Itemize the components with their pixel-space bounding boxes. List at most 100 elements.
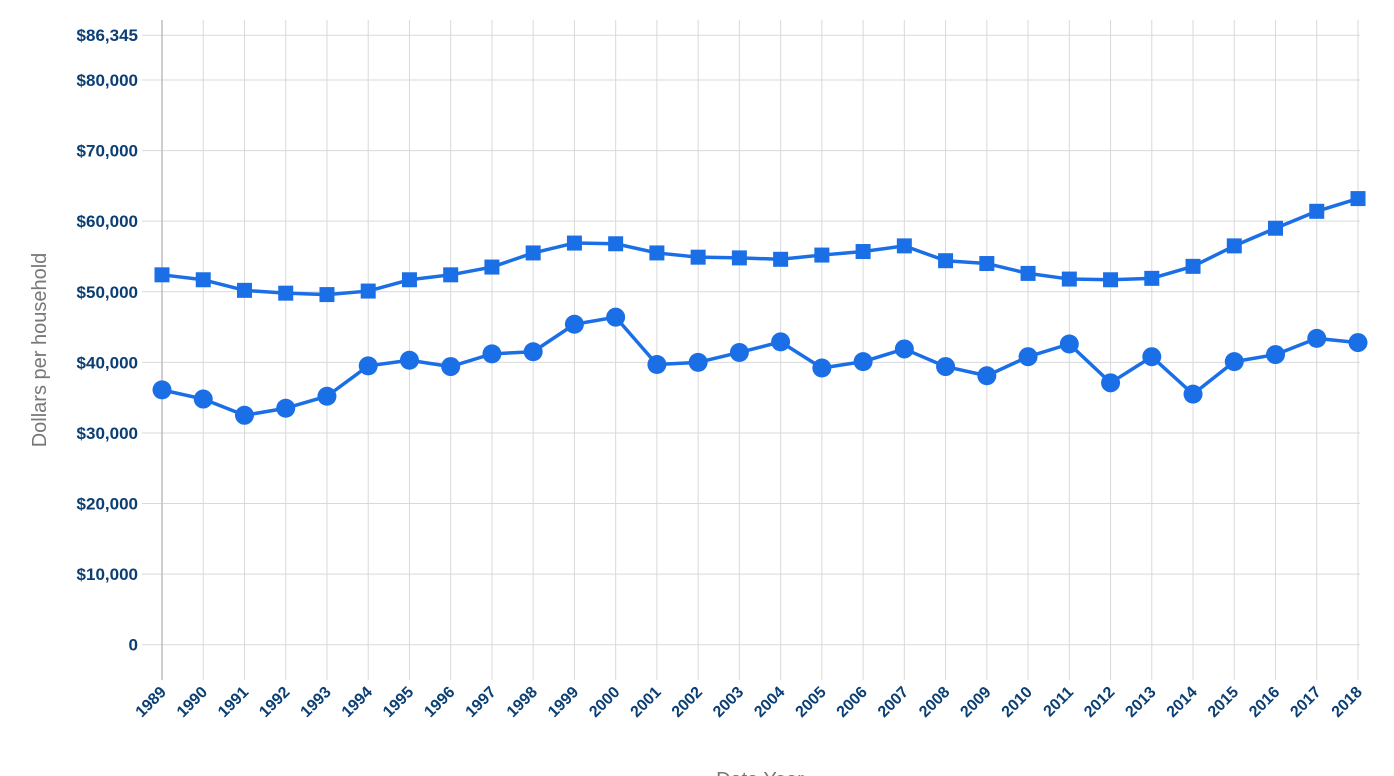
data-point-square[interactable] (443, 267, 459, 283)
data-point-circle[interactable] (564, 314, 584, 334)
x-tick-label: 2008 (916, 684, 953, 721)
data-point-circle[interactable] (1307, 328, 1327, 348)
y-tick-label: $30,000 (77, 424, 138, 443)
x-tick-label: 2000 (586, 684, 623, 721)
x-tick-label: 1995 (380, 684, 417, 721)
x-tick-label: 2014 (1164, 684, 1201, 721)
data-point-circle[interactable] (1348, 333, 1368, 353)
data-point-circle[interactable] (152, 380, 172, 400)
data-point-circle[interactable] (193, 389, 213, 409)
data-point-square[interactable] (855, 244, 871, 260)
data-point-square[interactable] (690, 249, 706, 265)
x-tick-label: 1991 (215, 684, 252, 721)
data-point-square[interactable] (236, 282, 252, 298)
x-tick-label: 2018 (1329, 684, 1366, 721)
x-tick-label: 2009 (957, 684, 994, 721)
x-tick-label: 2003 (710, 684, 747, 721)
data-point-circle[interactable] (812, 358, 832, 378)
data-point-circle[interactable] (771, 332, 791, 352)
data-point-circle[interactable] (276, 398, 296, 418)
x-tick-label: 2013 (1122, 684, 1159, 721)
data-point-square[interactable] (608, 236, 624, 252)
data-point-square[interactable] (979, 256, 995, 272)
axes: $86,345 $80,000 $70,000 $60,000 $50,000 $40,0… (77, 20, 1366, 721)
y-tick-label: $86,345 (77, 26, 138, 45)
x-tick-label: 2007 (875, 684, 912, 721)
data-point-circle[interactable] (936, 357, 956, 377)
y-tick-label: $80,000 (77, 71, 138, 90)
data-point-square[interactable] (484, 259, 500, 275)
data-point-circle[interactable] (647, 354, 667, 374)
series (152, 191, 1368, 425)
data-point-circle[interactable] (1101, 373, 1121, 393)
data-point-square[interactable] (278, 285, 294, 301)
data-point-circle[interactable] (729, 342, 749, 362)
x-tick-label: 2005 (793, 684, 830, 721)
data-point-circle[interactable] (482, 344, 502, 364)
data-point-circle[interactable] (523, 342, 543, 362)
data-point-circle[interactable] (688, 352, 708, 372)
data-point-circle[interactable] (399, 350, 419, 370)
data-point-circle[interactable] (317, 386, 337, 406)
y-tick-label: $20,000 (77, 495, 138, 514)
data-point-square[interactable] (154, 267, 170, 283)
data-point-square[interactable] (1061, 271, 1077, 287)
x-tick-label: 1989 (133, 684, 170, 721)
data-point-circle[interactable] (1266, 345, 1286, 365)
data-point-circle[interactable] (358, 356, 378, 376)
x-tick-label: 2004 (751, 684, 788, 721)
x-tick-label: 2011 (1041, 684, 1078, 721)
data-point-circle[interactable] (1224, 352, 1244, 372)
data-point-square[interactable] (1103, 272, 1119, 288)
data-point-square[interactable] (319, 287, 335, 303)
data-point-circle[interactable] (853, 352, 873, 372)
data-point-circle[interactable] (894, 339, 914, 359)
data-point-square[interactable] (1350, 191, 1366, 207)
data-point-circle[interactable] (234, 405, 254, 425)
x-tick-label: 2002 (669, 684, 706, 721)
data-point-circle[interactable] (1183, 384, 1203, 404)
series-line-2 (161, 315, 1359, 418)
data-point-square[interactable] (1268, 220, 1284, 236)
data-point-square[interactable] (1144, 270, 1160, 286)
data-point-circle[interactable] (441, 357, 461, 377)
axis-labels: Dollars per household Data Year (29, 253, 804, 776)
data-point-square[interactable] (773, 251, 789, 267)
x-tick-label: 1994 (339, 684, 376, 721)
data-point-square[interactable] (1020, 265, 1036, 281)
y-tick-label: $70,000 (77, 142, 138, 161)
x-tick-label: 1998 (504, 684, 541, 721)
data-point-square[interactable] (938, 253, 954, 269)
data-point-square[interactable] (360, 283, 376, 299)
data-point-circle[interactable] (977, 366, 997, 386)
y-tick-label: $50,000 (77, 283, 138, 302)
data-point-square[interactable] (1309, 203, 1325, 219)
x-tick-label: 1996 (421, 684, 458, 721)
x-tick-label: 1997 (463, 684, 500, 721)
data-point-square[interactable] (649, 245, 665, 261)
data-point-square[interactable] (731, 250, 747, 266)
data-point-circle[interactable] (1142, 347, 1162, 367)
x-tick-label: 2015 (1205, 684, 1242, 721)
data-point-square[interactable] (1185, 258, 1201, 274)
data-point-circle[interactable] (1059, 334, 1079, 354)
data-point-square[interactable] (814, 247, 830, 263)
data-point-square[interactable] (195, 272, 211, 288)
data-point-square[interactable] (566, 235, 582, 251)
data-point-square[interactable] (525, 245, 541, 261)
data-point-circle[interactable] (1018, 347, 1038, 367)
y-tick-label: $60,000 (77, 212, 138, 231)
x-tick-label: 2017 (1287, 684, 1324, 721)
x-tick-label: 1993 (298, 684, 335, 721)
x-tick-label: 2016 (1246, 684, 1283, 721)
data-point-circle[interactable] (606, 307, 626, 327)
data-point-square[interactable] (1226, 238, 1242, 254)
data-point-square[interactable] (401, 272, 417, 288)
x-tick-label: 1999 (545, 684, 582, 721)
y-tick-label: $10,000 (77, 565, 138, 584)
x-axis-title: Data Year (716, 769, 804, 776)
data-point-square[interactable] (896, 238, 912, 254)
y-axis-title: Dollars per household (29, 253, 51, 448)
